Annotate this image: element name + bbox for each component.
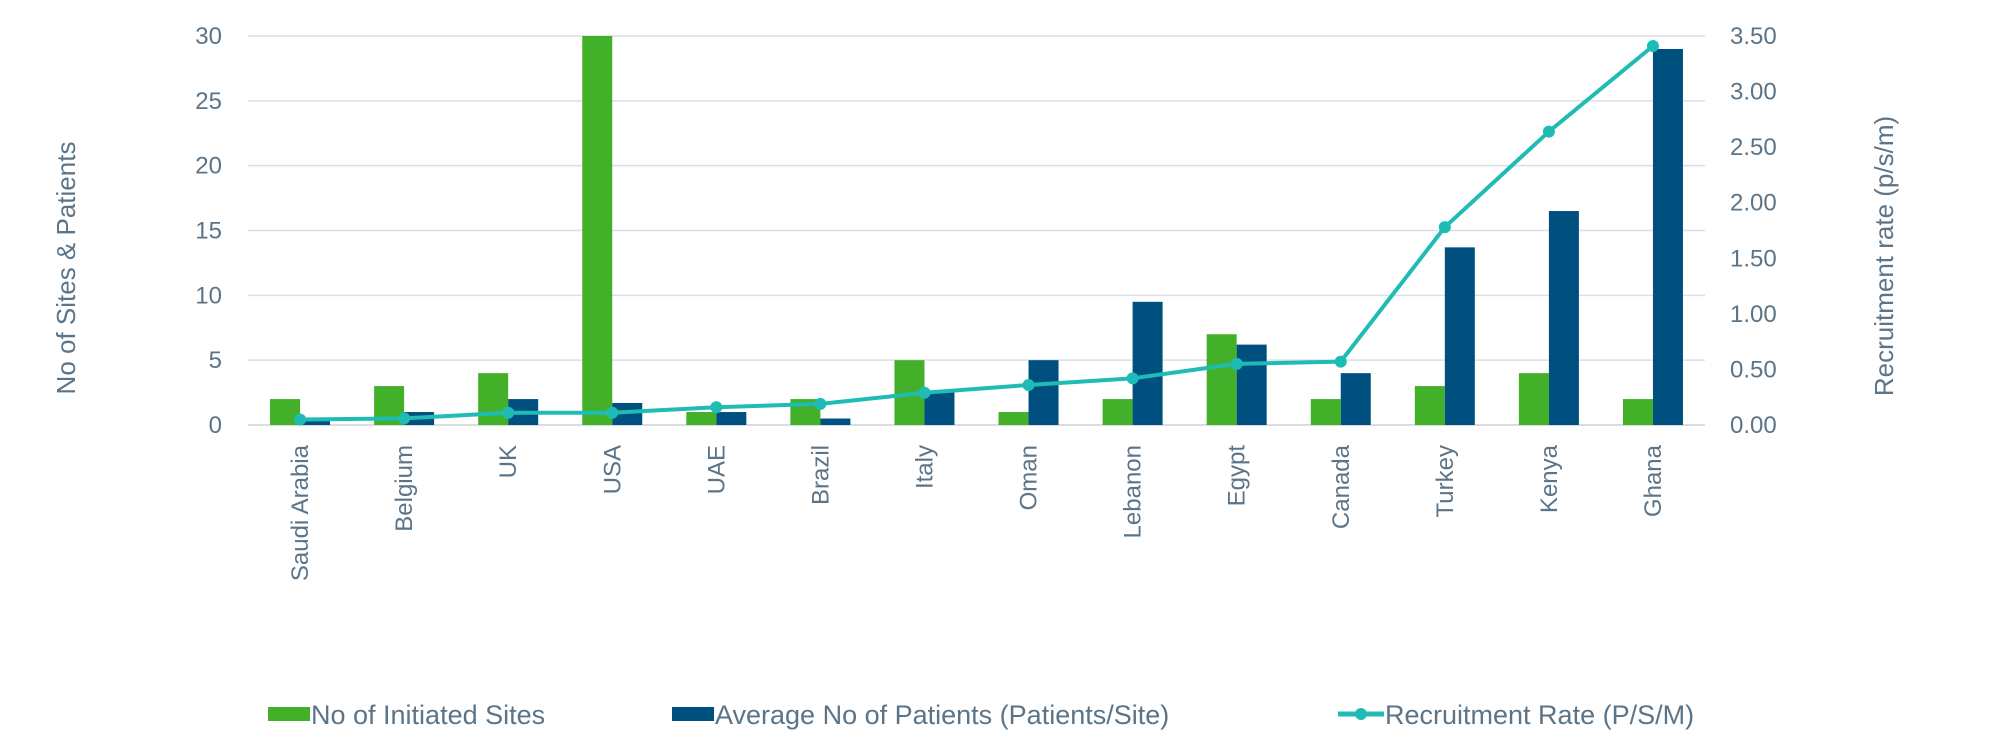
bar-initiated-sites bbox=[1414, 386, 1445, 425]
bar-initiated-sites bbox=[686, 412, 717, 425]
legend-item-initiated-sites: No of Initiated Sites bbox=[268, 700, 545, 730]
left-tick-label: 30 bbox=[195, 23, 222, 50]
recruitment-rate-point bbox=[918, 386, 931, 399]
category-axis-labels: Saudi Arabia Belgium UK USA UAE Brazil Italy Om… bbox=[287, 444, 1667, 581]
bar-average-patients bbox=[300, 421, 331, 425]
bar-average-patients bbox=[1652, 48, 1683, 425]
bar-initiated-sites bbox=[1622, 399, 1653, 425]
gridlines bbox=[248, 35, 1705, 426]
category-label: Lebanon bbox=[1120, 445, 1147, 538]
left-axis-title: No of Sites & Patients bbox=[51, 142, 81, 395]
recruitment-rate-point bbox=[1542, 125, 1555, 138]
legend-label-initiated-sites: No of Initiated Sites bbox=[311, 700, 545, 730]
recruitment-rate-point bbox=[1334, 355, 1347, 368]
right-axis-title: Recruitment rate (p/s/m) bbox=[1869, 116, 1899, 396]
right-tick-label: 2.00 bbox=[1730, 190, 1777, 217]
left-tick-label: 10 bbox=[195, 282, 222, 309]
recruitment-rate-point bbox=[502, 406, 515, 419]
recruitment-rate-point bbox=[814, 397, 827, 410]
category-label: UK bbox=[495, 445, 522, 478]
legend-swatch-average-patients bbox=[672, 707, 714, 721]
legend: No of Initiated Sites Average No of Pati… bbox=[268, 700, 1694, 730]
bar-average-patients bbox=[1340, 373, 1371, 425]
bar-average-patients bbox=[612, 402, 643, 425]
legend-item-recruitment-rate: Recruitment Rate (P/S/M) bbox=[1338, 700, 1694, 730]
bar-average-patients bbox=[1444, 247, 1475, 425]
bar-initiated-sites bbox=[478, 373, 509, 425]
right-tick-label: 1.50 bbox=[1730, 245, 1777, 272]
category-label: Belgium bbox=[391, 445, 418, 532]
bar-initiated-sites bbox=[1102, 399, 1133, 425]
category-label: Ghana bbox=[1640, 444, 1667, 517]
left-tick-label: 0 bbox=[209, 412, 222, 439]
recruitment-rate-line bbox=[300, 44, 1655, 422]
category-label: Canada bbox=[1328, 444, 1355, 529]
category-label: Brazil bbox=[807, 445, 834, 505]
bar-average-patients bbox=[1236, 344, 1267, 425]
recruitment-rate-point bbox=[1646, 40, 1659, 53]
category-label: Italy bbox=[911, 445, 938, 489]
legend-label-recruitment-rate: Recruitment Rate (P/S/M) bbox=[1385, 700, 1694, 730]
left-axis-ticks: 0 5 10 15 20 25 30 bbox=[195, 23, 222, 439]
legend-label-average-patients: Average No of Patients (Patients/Site) bbox=[715, 700, 1169, 730]
right-tick-label: 2.50 bbox=[1730, 134, 1777, 161]
bar-initiated-sites bbox=[1206, 334, 1237, 425]
recruitment-rate-point bbox=[1438, 221, 1451, 234]
category-label: Kenya bbox=[1536, 444, 1563, 513]
recruitment-rate-point bbox=[606, 406, 619, 419]
category-label: Oman bbox=[1016, 445, 1043, 510]
right-tick-label: 1.00 bbox=[1730, 301, 1777, 328]
recruitment-rate-point bbox=[1022, 378, 1035, 391]
category-label: Turkey bbox=[1432, 445, 1459, 517]
category-label: Egypt bbox=[1224, 445, 1251, 507]
bar-initiated-sites bbox=[998, 412, 1029, 425]
bar-average-patients bbox=[716, 412, 747, 425]
right-axis-ticks: 0.00 0.50 1.00 1.50 2.00 2.50 3.00 3.50 bbox=[1730, 23, 1777, 439]
recruitment-rate-point bbox=[1230, 357, 1243, 370]
right-tick-label: 3.00 bbox=[1730, 79, 1777, 106]
recruitment-rate-point bbox=[398, 412, 411, 425]
bar-average-patients bbox=[924, 391, 955, 425]
right-tick-label: 0.00 bbox=[1730, 412, 1777, 439]
bar-average-patients bbox=[1028, 360, 1059, 425]
bar-initiated-sites bbox=[582, 36, 613, 425]
right-tick-label: 0.50 bbox=[1730, 356, 1777, 383]
left-tick-label: 25 bbox=[195, 88, 222, 115]
category-label: UAE bbox=[703, 445, 730, 494]
recruitment-rate-point bbox=[710, 401, 723, 414]
bar-initiated-sites bbox=[1310, 399, 1341, 425]
recruitment-rate-point bbox=[1126, 372, 1139, 385]
left-tick-label: 15 bbox=[195, 218, 222, 245]
bar-average-patients bbox=[1132, 301, 1163, 425]
left-tick-label: 5 bbox=[209, 347, 222, 374]
category-label: USA bbox=[599, 445, 626, 494]
bar-initiated-sites bbox=[1518, 373, 1549, 425]
legend-marker-recruitment-rate bbox=[1355, 708, 1367, 720]
legend-item-average-patients: Average No of Patients (Patients/Site) bbox=[672, 700, 1169, 730]
bar-average-patients bbox=[1548, 211, 1579, 425]
category-label: Saudi Arabia bbox=[287, 444, 314, 581]
legend-swatch-initiated-sites bbox=[268, 707, 310, 721]
right-tick-label: 3.50 bbox=[1730, 23, 1777, 50]
line-series bbox=[294, 40, 1659, 426]
left-tick-label: 20 bbox=[195, 153, 222, 180]
recruitment-rate-point bbox=[294, 413, 307, 426]
bar-average-patients bbox=[820, 418, 851, 425]
